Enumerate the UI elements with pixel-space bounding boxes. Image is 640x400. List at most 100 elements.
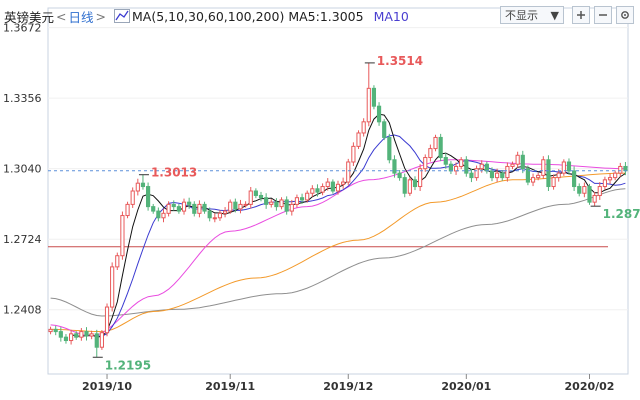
- y-tick-label: 1.3672: [3, 22, 42, 35]
- candle-body: [48, 328, 53, 333]
- x-tick-label: 2019/10: [82, 380, 132, 393]
- zoom-in-icon[interactable]: [572, 6, 590, 24]
- candle-body: [125, 203, 130, 217]
- y-tick-label: 1.3356: [3, 92, 42, 105]
- candle-body: [207, 210, 212, 219]
- candle-body: [407, 179, 412, 194]
- candle-body: [530, 177, 536, 183]
- zoom-out-icon[interactable]: [594, 6, 612, 24]
- candle-body: [289, 203, 294, 212]
- candle-body: [484, 163, 489, 172]
- candle-body: [510, 163, 515, 167]
- candle-body: [171, 203, 176, 208]
- candle-body: [228, 201, 233, 212]
- candle-body: [438, 136, 443, 159]
- candle-body: [423, 157, 428, 170]
- candle-body: [541, 159, 546, 176]
- candle-body: [577, 186, 582, 194]
- period-link[interactable]: 日线: [68, 9, 94, 25]
- candle-body: [464, 159, 469, 174]
- instrument-name: 英镑美元: [4, 9, 55, 25]
- candle-body: [602, 179, 607, 188]
- candle-body: [166, 203, 171, 214]
- candle-body: [469, 172, 474, 179]
- candle-body: [53, 328, 58, 333]
- candle-body: [515, 154, 520, 165]
- x-tick-label: 2019/11: [205, 380, 255, 393]
- candle-body: [120, 215, 125, 257]
- ma5-value: MA5:1.3005: [288, 8, 364, 24]
- candle-body: [618, 165, 623, 174]
- candle-body: [572, 170, 577, 188]
- y-tick-label: 1.2724: [3, 233, 42, 246]
- candle-body: [525, 168, 531, 183]
- candle-body: [279, 199, 284, 208]
- candle-body: [156, 210, 161, 219]
- candle-body: [551, 177, 556, 188]
- candle-body: [592, 194, 597, 203]
- candle-body: [387, 136, 392, 161]
- candle-body: [335, 183, 341, 192]
- candle-body: [402, 177, 407, 194]
- candle-body: [212, 217, 217, 220]
- candle-body: [371, 87, 377, 107]
- ma-settings-label[interactable]: MA(5,10,30,60,100,200): [132, 8, 285, 24]
- candle-body: [459, 159, 464, 167]
- candle-body: [294, 197, 300, 205]
- extreme-label: 1.3514: [377, 54, 423, 68]
- candle-body: [187, 201, 192, 205]
- y-tick-label: 1.3040: [3, 163, 42, 176]
- candle-body: [69, 333, 74, 342]
- candle-body: [63, 336, 69, 342]
- candle-body: [397, 172, 402, 179]
- candle-body: [202, 203, 207, 212]
- candle-body: [110, 266, 115, 308]
- candle-body: [74, 333, 79, 338]
- extreme-label: 1.2872: [603, 207, 640, 221]
- candle-body: [623, 165, 628, 172]
- candle-body: [222, 210, 228, 214]
- candle-body: [320, 186, 325, 193]
- candle-body: [233, 201, 238, 210]
- ma5-line: [70, 113, 626, 338]
- ma100-line: [50, 188, 626, 317]
- candle-body: [238, 203, 243, 210]
- candle-body: [566, 161, 572, 172]
- hide-dropdown[interactable]: 不显示 ▼: [500, 6, 564, 24]
- candle-body: [366, 87, 371, 123]
- candle-body: [310, 188, 315, 194]
- ma-settings-icon[interactable]: [114, 9, 130, 23]
- candle-body: [587, 186, 592, 203]
- candle-body: [305, 192, 310, 201]
- legend-bracket: >: [95, 8, 106, 24]
- ma10-label: MA10: [373, 8, 409, 24]
- candle-body: [243, 203, 248, 206]
- candle-body: [428, 148, 433, 159]
- candle-body: [192, 203, 197, 214]
- candle-body: [474, 168, 479, 179]
- candle-body: [392, 159, 397, 174]
- candle-body: [382, 121, 387, 138]
- candle-body: [299, 197, 305, 201]
- chart-legend: 英镑美元 < 日线 > MA(5,10,30,60,100,200) MA5:1…: [4, 4, 409, 28]
- candle-body: [325, 181, 330, 188]
- candle-body: [520, 154, 525, 170]
- candle-body: [582, 186, 587, 194]
- candle-body: [341, 181, 346, 185]
- candle-body: [448, 163, 454, 172]
- candle-body: [561, 161, 566, 174]
- candle-body: [412, 179, 418, 188]
- candle-body: [58, 331, 63, 338]
- candle-body: [351, 145, 356, 163]
- candle-body: [79, 331, 84, 338]
- candle-body: [479, 163, 484, 170]
- candle-body: [151, 206, 156, 212]
- candle-body: [346, 161, 351, 183]
- settings-icon[interactable]: [616, 6, 634, 24]
- candle-body: [315, 188, 320, 193]
- candle-body: [217, 212, 223, 219]
- extreme-label: 1.2195: [105, 358, 151, 372]
- candle-body: [104, 306, 110, 334]
- candle-body: [607, 177, 613, 181]
- candle-body: [253, 190, 258, 196]
